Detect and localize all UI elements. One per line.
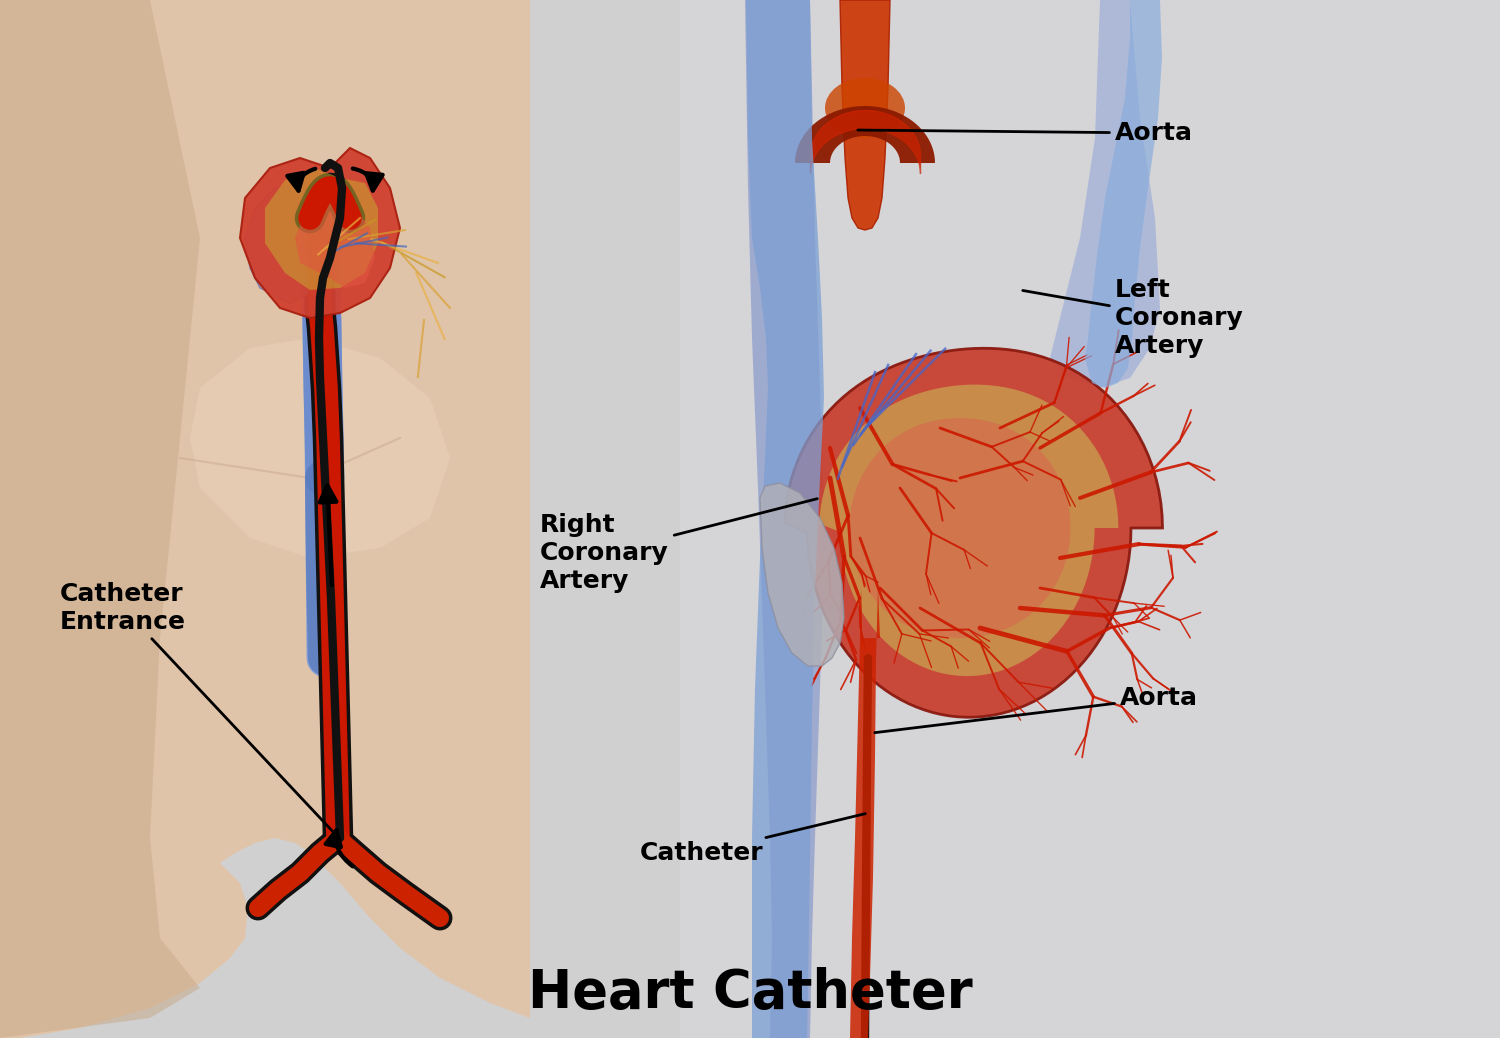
Text: Aorta: Aorta	[874, 686, 1198, 733]
Polygon shape	[840, 0, 890, 230]
Text: Heart Catheter: Heart Catheter	[528, 967, 972, 1019]
Polygon shape	[784, 349, 1162, 717]
Text: Right
Coronary
Artery: Right Coronary Artery	[540, 498, 818, 593]
Polygon shape	[1084, 0, 1162, 388]
Polygon shape	[760, 483, 844, 666]
Bar	[680, 0, 1500, 1038]
Text: Aorta: Aorta	[858, 121, 1192, 145]
Polygon shape	[296, 203, 375, 288]
Polygon shape	[266, 168, 378, 290]
Polygon shape	[850, 588, 880, 1038]
Text: Catheter: Catheter	[640, 814, 866, 865]
Ellipse shape	[825, 78, 904, 138]
Polygon shape	[746, 0, 824, 1038]
Polygon shape	[746, 0, 825, 1038]
Polygon shape	[819, 385, 1119, 676]
Polygon shape	[190, 338, 450, 558]
Polygon shape	[0, 0, 200, 1038]
Text: Catheter
Entrance: Catheter Entrance	[60, 582, 334, 834]
Polygon shape	[0, 0, 530, 1038]
Text: Left
Coronary
Artery: Left Coronary Artery	[1023, 278, 1244, 358]
Polygon shape	[795, 106, 934, 163]
Polygon shape	[1050, 0, 1160, 388]
Polygon shape	[244, 183, 345, 303]
Polygon shape	[849, 418, 1071, 638]
Polygon shape	[240, 148, 400, 318]
